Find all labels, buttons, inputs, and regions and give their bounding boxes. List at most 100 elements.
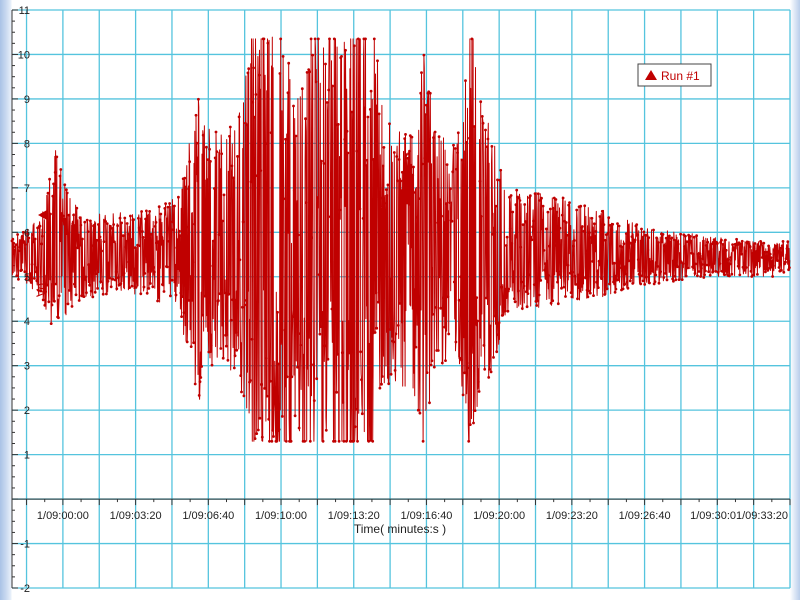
data-point [433,130,437,134]
data-point [172,228,176,232]
data-point [383,201,387,205]
data-point [147,287,151,290]
data-point [146,269,150,273]
data-point [763,250,766,254]
legend[interactable]: Run #1 [637,63,712,87]
data-point [544,227,548,231]
data-point [109,224,112,228]
data-point [402,179,406,183]
data-point [148,210,152,213]
data-point [532,283,536,286]
data-point [787,268,790,272]
data-point [125,239,128,243]
data-point [594,230,598,233]
data-point [648,272,652,275]
data-point [752,273,755,277]
data-point [276,362,280,366]
data-point [46,191,50,195]
data-point [444,202,448,206]
y-axis-marker-icon[interactable] [38,210,47,220]
data-point [681,262,685,265]
data-point [373,331,377,334]
data-point [668,240,672,244]
data-point [557,273,561,276]
y-tick-label: 4 [24,316,30,328]
data-point [350,110,354,114]
data-point [154,221,158,224]
series-run-1 [10,36,791,443]
data-point [438,198,442,202]
data-point [265,394,269,398]
x-axis-title: Time( minutes:s ) [354,522,446,536]
data-point [96,287,99,290]
data-point [705,263,709,267]
data-point [564,221,568,224]
data-point [404,153,408,157]
data-point [561,196,565,200]
data-point [181,295,184,298]
data-point [520,307,524,310]
data-point [646,248,650,252]
data-point [239,374,243,377]
data-point [93,223,96,227]
data-point [421,439,425,443]
data-point [440,361,444,365]
data-point [202,186,206,190]
data-point [643,283,647,286]
x-tick-label: 1/09:03:20 [110,510,162,522]
data-point [17,277,20,281]
data-point [392,340,395,344]
data-point [527,273,531,277]
data-point [244,299,248,302]
data-point [12,241,16,245]
data-point [481,121,485,125]
data-point [555,210,559,214]
data-point [412,288,416,292]
data-point [194,113,198,117]
data-point [612,280,615,284]
data-point [781,240,785,243]
data-point [38,224,42,228]
data-point [464,141,468,144]
data-point [686,266,690,270]
data-point [35,279,39,283]
data-point [786,240,790,244]
data-point [540,196,543,200]
data-point [98,235,102,239]
data-point [336,352,339,356]
data-point [365,158,369,162]
data-point [95,238,99,242]
data-point [773,246,777,250]
data-point [133,246,137,250]
data-point [293,414,297,418]
data-point [284,137,287,141]
data-point [437,135,441,139]
legend-box [637,63,712,87]
data-point [777,266,781,269]
data-point [260,435,264,439]
data-point [556,280,559,284]
data-point [579,204,583,208]
data-point [729,256,733,259]
data-point [639,282,643,286]
data-point [691,265,694,269]
data-point [252,66,255,70]
data-point [128,286,132,289]
data-point [428,91,432,95]
data-point [578,277,582,281]
data-point [768,252,772,256]
data-point [31,233,35,237]
data-point [559,270,563,273]
data-point [404,133,407,136]
data-point [584,249,588,253]
data-point [704,269,707,273]
data-point [80,294,83,298]
data-point [66,302,70,306]
data-point [344,439,348,443]
data-point [75,206,79,210]
data-point [286,91,290,95]
data-point [539,279,543,282]
data-point [484,128,487,132]
data-point [664,236,668,240]
data-point [73,285,77,288]
